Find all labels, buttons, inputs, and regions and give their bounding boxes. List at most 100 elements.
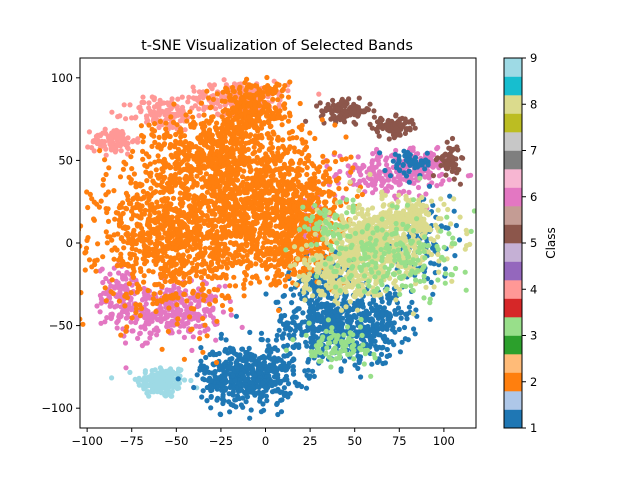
point-class-2-cluster-0 [125,193,131,199]
point-class-5-cluster-2 [443,172,449,178]
point-class-1-cluster-0 [204,398,210,404]
point-class-2-cluster-0 [200,349,206,355]
point-class-5-cluster-1 [385,122,391,129]
point-class-6-cluster-0 [102,319,108,325]
point-class-1-cluster-5 [416,161,422,168]
point-class-1-cluster-0 [198,358,204,364]
point-class-1-cluster-0 [238,402,244,408]
point-class-1-cluster-5 [387,173,394,179]
point-class-2-cluster-1 [262,173,268,179]
point-class-4-cluster-1 [164,116,170,122]
point-class-1-cluster-1 [296,306,302,312]
point-class-6-cluster-2 [345,163,351,169]
point-class-6-cluster-1 [103,275,109,282]
point-class-1-cluster-0 [230,385,236,392]
point-class-2-cluster-0 [128,290,134,296]
point-class-1-cluster-0 [226,399,232,405]
point-class-1-cluster-1 [290,292,297,298]
point-class-1-cluster-1 [336,325,342,331]
point-class-2-cluster-0 [134,223,141,229]
point-class-2-cluster-0 [214,275,220,281]
point-class-2-cluster-0 [139,236,145,242]
point-class-9-cluster-0 [157,380,163,386]
point-class-2-cluster-1 [309,192,315,198]
point-class-1-cluster-1 [284,324,290,331]
point-class-1-cluster-2 [409,299,415,305]
point-class-1-cluster-2 [378,351,385,357]
point-class-2-cluster-1 [231,221,237,227]
point-class-1-cluster-0 [268,379,274,385]
point-class-4-cluster-0 [115,141,121,147]
point-class-2-cluster-0 [87,191,93,197]
point-class-1-cluster-0 [221,368,227,374]
point-class-6-cluster-1 [107,271,113,277]
point-class-2-cluster-0 [206,288,212,295]
point-class-4-cluster-2 [196,106,202,112]
point-class-1-cluster-2 [364,325,370,331]
point-class-1-cluster-2 [384,322,390,328]
point-class-2-cluster-1 [229,230,235,237]
point-class-1-cluster-5 [426,183,433,189]
point-class-4-cluster-0 [122,142,128,148]
point-class-6-cluster-0 [204,306,210,312]
point-class-2-cluster-0 [150,296,156,302]
point-class-2-cluster-1 [273,206,279,212]
point-class-5-cluster-0 [356,95,362,101]
point-class-2-cluster-0 [187,275,193,281]
point-class-1-cluster-5 [425,162,431,168]
point-class-1-cluster-1 [293,314,299,320]
point-class-6-cluster-2 [376,161,382,167]
point-class-6-cluster-1 [115,280,121,286]
point-class-1-cluster-2 [382,360,388,366]
point-class-1-cluster-0 [217,411,223,417]
point-class-1-cluster-0 [263,393,269,399]
point-class-2-cluster-0 [146,171,152,177]
point-class-6-cluster-0 [181,334,187,340]
point-class-6-cluster-1 [108,300,114,306]
point-class-4-cluster-1 [127,102,133,108]
point-class-1-cluster-2 [392,308,398,314]
point-class-5-cluster-0 [343,112,350,118]
point-class-2-cluster-1 [226,200,232,207]
point-class-4-cluster-1 [109,109,115,115]
point-class-5-cluster-0 [335,106,341,112]
point-class-1-cluster-0 [199,394,205,400]
point-class-4-cluster-1 [180,115,186,121]
point-class-2-cluster-0 [206,222,212,228]
point-class-2-cluster-0 [205,273,211,280]
point-class-2-cluster-1 [212,217,218,223]
point-class-2-cluster-0 [123,205,129,211]
point-class-1-cluster-0 [286,360,292,366]
point-class-4-cluster-0 [131,138,137,144]
point-class-4-cluster-0 [109,130,115,136]
point-class-2-cluster-0 [228,307,234,313]
point-class-2-cluster-1 [217,198,223,204]
point-class-2-cluster-0 [127,251,133,257]
point-class-1-cluster-4 [431,261,437,267]
point-class-4-cluster-1 [133,114,139,120]
point-class-9-cluster-0 [149,368,155,374]
point-class-2-cluster-1 [288,181,294,187]
point-class-2-cluster-0 [75,251,80,256]
point-class-1-cluster-0 [284,377,290,383]
point-class-5-cluster-0 [346,96,352,102]
point-class-4-cluster-0 [110,146,116,152]
point-class-2-cluster-0 [165,233,171,239]
point-class-5-cluster-0 [342,103,348,109]
point-class-2-cluster-0 [141,279,147,285]
point-class-4-cluster-1 [146,100,152,106]
point-class-2-cluster-1 [281,161,287,167]
point-class-2-cluster-1 [205,235,211,241]
point-class-2-cluster-1 [297,100,303,107]
point-class-6-cluster-0 [158,312,164,318]
point-class-6-cluster-0 [179,299,185,305]
point-class-4-cluster-0 [120,131,126,137]
point-class-1-cluster-0 [281,385,287,391]
point-class-2-cluster-0 [133,247,139,253]
point-class-2-cluster-1 [236,204,243,210]
point-class-5-cluster-2 [449,135,456,142]
point-class-2-cluster-0 [137,313,143,319]
point-class-2-cluster-1 [286,171,292,177]
point-class-1-cluster-1 [342,358,348,364]
point-class-6-cluster-0 [97,309,103,315]
